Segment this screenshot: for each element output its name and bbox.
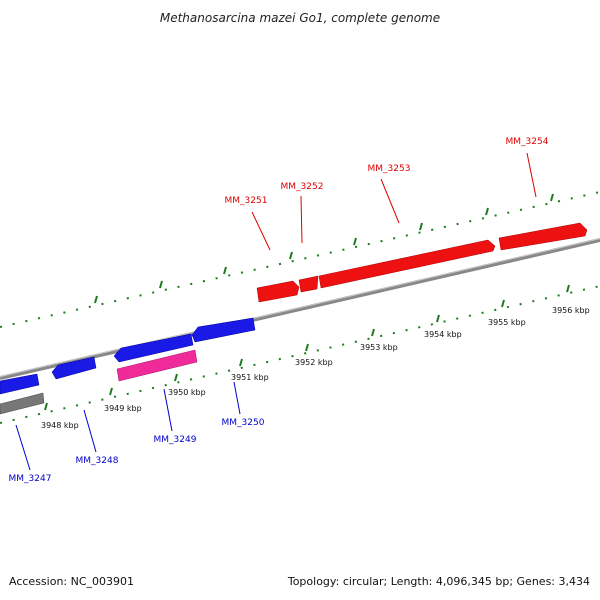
forward-major-tick	[159, 280, 163, 289]
leader-line-rev	[15, 424, 31, 471]
reverse-major-tick	[239, 358, 243, 367]
reverse-major-tick	[566, 284, 570, 293]
map-title: Methanosarcina mazei Go1, complete genom…	[160, 11, 440, 25]
gene-feature-fwd[interactable]	[318, 239, 496, 289]
forward-major-tick	[353, 237, 357, 246]
gene-feature-rev[interactable]	[51, 356, 97, 380]
forward-tick-track	[0, 191, 600, 328]
tick-label: 3956 kbp	[552, 306, 590, 315]
leader-line-rev	[83, 409, 97, 453]
forward-major-tick	[485, 207, 489, 216]
forward-major-tick	[94, 295, 98, 304]
gene-label-rev[interactable]: MM_3248	[76, 456, 119, 466]
backbone-line	[0, 238, 600, 380]
reverse-major-tick	[501, 299, 505, 308]
reverse-major-tick	[436, 314, 440, 323]
gene-feature-rev[interactable]	[113, 333, 194, 363]
genome-summary-text: Topology: circular; Length: 4,096,345 bp…	[287, 575, 590, 588]
reverse-major-tick	[305, 343, 309, 352]
label-leaders	[15, 152, 537, 471]
forward-major-tick	[550, 193, 554, 202]
forward-major-tick	[289, 251, 293, 260]
genome-backbone	[0, 238, 600, 380]
leader-line-fwd	[380, 178, 400, 224]
gene-feature-fwd[interactable]	[298, 275, 319, 293]
tick-label: 3951 kbp	[231, 373, 269, 382]
accession-text: Accession: NC_003901	[9, 575, 134, 588]
gene-label-fwd[interactable]: MM_3253	[368, 164, 411, 174]
reverse-genes	[0, 317, 256, 415]
gene-label-fwd[interactable]: MM_3252	[281, 182, 324, 192]
forward-major-tick	[419, 222, 423, 231]
forward-major-tick	[223, 266, 227, 275]
leader-line-rev	[233, 381, 241, 415]
tick-label: 3954 kbp	[424, 330, 462, 339]
leader-line-fwd	[251, 211, 271, 251]
gene-feature-rev[interactable]	[0, 373, 40, 395]
tick-label: 3949 kbp	[104, 404, 142, 413]
tick-label: 3955 kbp	[488, 318, 526, 327]
tick-labels: 3948 kbp 3949 kbp 3950 kbp 3951 kbp 3952…	[41, 306, 590, 430]
gene-feature-rna[interactable]	[116, 349, 198, 382]
gene-label-rev[interactable]: MM_3250	[222, 418, 265, 428]
gene-feature-fwd[interactable]	[256, 280, 300, 303]
tick-label: 3953 kbp	[360, 343, 398, 352]
reverse-major-tick	[109, 387, 113, 396]
gene-label-fwd[interactable]: MM_3251	[225, 196, 268, 206]
gene-label-rev[interactable]: MM_3247	[9, 474, 52, 484]
reverse-tick-track	[0, 284, 600, 424]
reverse-major-tick	[371, 328, 375, 337]
tick-label: 3950 kbp	[168, 388, 206, 397]
gene-label-fwd[interactable]: MM_3254	[506, 137, 549, 147]
tick-label: 3952 kbp	[295, 358, 333, 367]
leader-line-fwd	[526, 152, 537, 198]
backbone-highlight	[0, 238, 600, 378]
reverse-major-tick	[44, 402, 48, 411]
reverse-major-tick	[174, 373, 178, 382]
leader-line-rev	[163, 388, 173, 432]
forward-genes	[256, 222, 588, 303]
gene-feature-rev[interactable]	[191, 317, 256, 343]
gene-labels: MM_3251 MM_3252 MM_3253 MM_3254 MM_3247 …	[9, 137, 549, 484]
gene-label-rev[interactable]: MM_3249	[154, 435, 197, 445]
gene-feature-fwd[interactable]	[498, 222, 588, 251]
leader-line-fwd	[300, 195, 303, 244]
gene-feature-other[interactable]	[0, 392, 45, 415]
tick-label: 3948 kbp	[41, 421, 79, 430]
